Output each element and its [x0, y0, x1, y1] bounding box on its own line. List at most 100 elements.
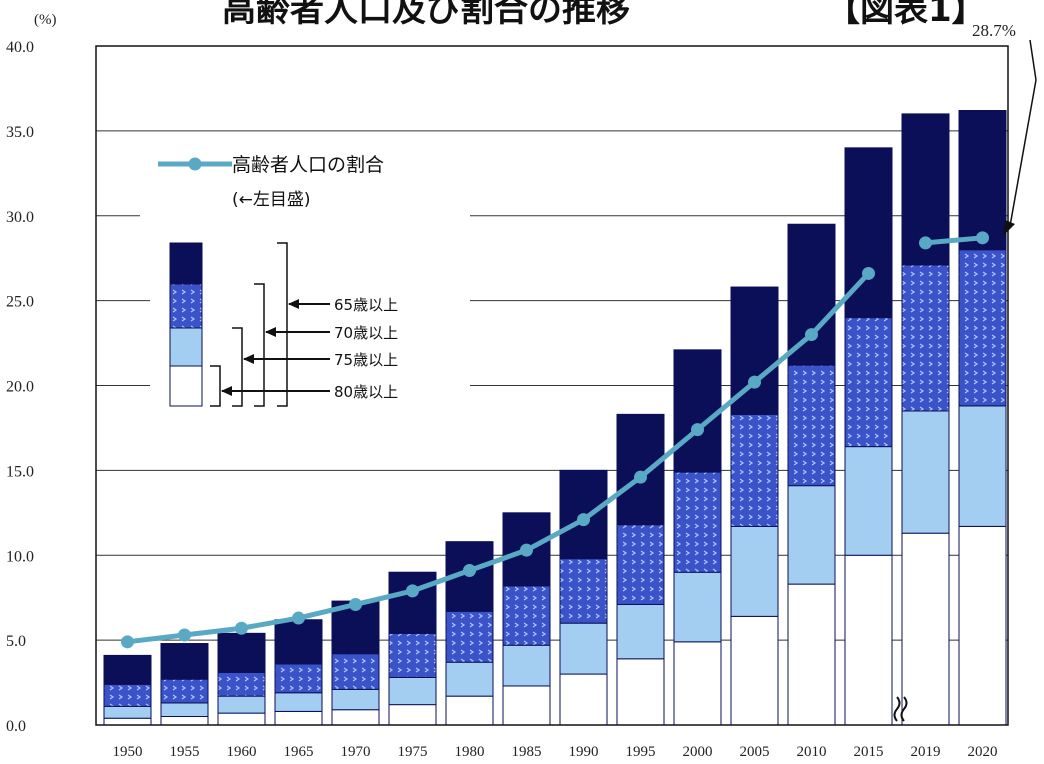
y-tick-label: 20.0 — [6, 379, 34, 396]
legend-line-marker — [188, 157, 202, 171]
callout-arrowhead — [1003, 220, 1015, 236]
x-tick-label: 2020 — [968, 744, 998, 760]
x-tick-label: 1965 — [284, 744, 314, 760]
bar-segment-65 — [160, 643, 209, 680]
bar-segment-65 — [787, 223, 836, 366]
line-point — [862, 266, 875, 280]
x-tick-label: 2005 — [740, 744, 770, 760]
bar-segment-70 — [787, 364, 836, 487]
y-tick-label: 25.0 — [6, 294, 34, 311]
line-point — [691, 423, 704, 437]
bar-segment-70 — [388, 632, 437, 678]
line-point — [634, 470, 647, 484]
bar-segment-65 — [673, 349, 722, 473]
x-tick-label: 1995 — [626, 744, 656, 760]
bar-segment-70 — [217, 671, 266, 697]
bar-segment-80 — [787, 583, 836, 726]
bar-segment-65 — [388, 571, 437, 634]
bar-segment-80 — [274, 710, 323, 726]
x-tick-label: 2010 — [797, 744, 827, 760]
bar-segment-80 — [559, 673, 608, 726]
plot-border — [95, 45, 1009, 726]
bar-segment-80 — [958, 525, 1007, 726]
bar-segment-75 — [217, 695, 266, 714]
bar-segment-75 — [331, 688, 380, 711]
line-point — [520, 543, 533, 557]
bar-segment-65 — [274, 619, 323, 665]
bar-segment-80 — [103, 717, 152, 726]
y-tick-label: 5.0 — [6, 633, 26, 650]
figure-label: 【図表1】 — [826, 0, 986, 30]
bar-segment-75 — [559, 622, 608, 675]
y-tick-label: 15.0 — [6, 463, 34, 480]
y-axis-unit: (%) — [34, 12, 57, 28]
bar-segment-75 — [787, 485, 836, 585]
chart-title: 高齢者人口及び割合の推移 — [222, 0, 630, 30]
legend-age-label: 80歳以上 — [334, 383, 398, 401]
legend-stack-segment — [169, 283, 203, 329]
bar-segment-80 — [160, 716, 209, 726]
axis-break-mark — [893, 696, 901, 722]
line-point — [121, 635, 134, 649]
x-tick-label: 2000 — [683, 744, 713, 760]
bar-segment-70 — [730, 413, 779, 527]
x-tick-label: 1955 — [170, 744, 200, 760]
bar-segment-70 — [502, 585, 551, 646]
bar-segment-80 — [445, 695, 494, 726]
x-tick-label: 2019 — [911, 744, 941, 760]
bar-segment-80 — [844, 554, 893, 726]
line-point — [919, 236, 932, 250]
bar-segment-75 — [958, 405, 1007, 527]
line-point — [976, 231, 989, 245]
bar-segment-65 — [958, 110, 1007, 251]
line-series — [127, 271, 871, 645]
bar-segment-80 — [217, 712, 266, 726]
callout-leader — [1029, 39, 1037, 81]
bar-segment-75 — [502, 644, 551, 687]
legend-arrowhead — [221, 386, 232, 396]
legend-arrowhead — [243, 354, 254, 364]
line-point — [406, 584, 419, 598]
x-tick-labels: 1950 1955 1960 1965 1970 1975 1980 1985 1990 1995… — [113, 696, 998, 760]
x-tick-label: 1950 — [113, 744, 143, 760]
bar-segment-80 — [502, 685, 551, 726]
bar-segment-70 — [901, 264, 950, 412]
bar-segment-75 — [274, 692, 323, 712]
bar-segment-70 — [331, 653, 380, 690]
bar-segment-80 — [331, 709, 380, 726]
y-tick-label: 30.0 — [6, 209, 34, 226]
bar-segment-75 — [160, 702, 209, 718]
bar-segment-75 — [445, 661, 494, 697]
line-point — [463, 564, 476, 578]
bar-segment-70 — [958, 249, 1007, 407]
bar-segment-80 — [673, 641, 722, 726]
y-tick-label: 35.0 — [6, 124, 34, 141]
legend-age-label: 75歳以上 — [334, 351, 398, 369]
callout-leader — [1009, 79, 1037, 227]
bar-segment-70 — [673, 471, 722, 573]
callout-label: 28.7% — [972, 21, 1016, 40]
x-tick-label: 1990 — [569, 744, 599, 760]
legend-bracket — [254, 283, 265, 407]
bar-segment-65 — [217, 632, 266, 673]
y-tick-label: 10.0 — [6, 548, 34, 565]
legend-line-bg — [140, 140, 470, 218]
bar-segment-75 — [388, 676, 437, 706]
line-point — [577, 513, 590, 527]
legend-bracket — [277, 242, 288, 407]
legend: 高齢者人口の割合 (←左目盛) 65歳以上 70歳以上 75歳以上 80歳以上 — [140, 140, 470, 412]
bar-segment-75 — [844, 446, 893, 556]
y-tick-label: 40.0 — [6, 39, 34, 56]
line-point — [805, 328, 818, 342]
bar-segment-70 — [274, 663, 323, 694]
bar-segment-70 — [445, 610, 494, 663]
bar-segment-65 — [103, 654, 152, 685]
x-tick-label: 1985 — [512, 744, 542, 760]
legend-stack-segment — [169, 327, 203, 367]
x-tick-label: 2015 — [854, 744, 884, 760]
bar-segment-75 — [616, 603, 665, 660]
y-tick-label: 0.0 — [6, 718, 26, 735]
bar-segment-70 — [844, 317, 893, 448]
legend-age-label: 65歳以上 — [334, 296, 398, 314]
